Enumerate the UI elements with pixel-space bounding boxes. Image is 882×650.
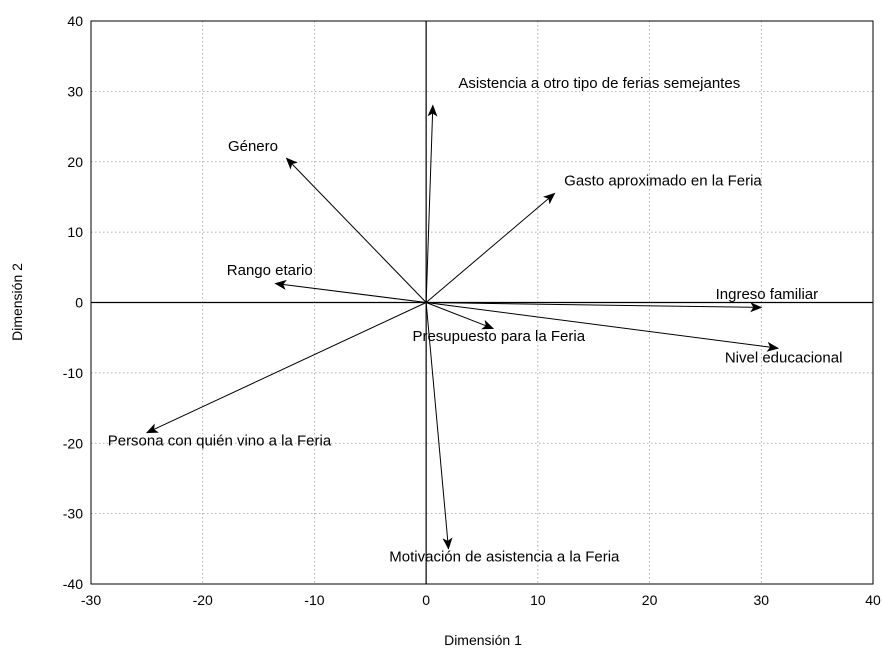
x-axis-title: Dimensión 1	[444, 632, 522, 648]
x-tick-label: 30	[753, 592, 769, 608]
x-tick-label: -10	[304, 592, 324, 608]
x-tick-label: 0	[422, 592, 430, 608]
y-tick-label: 30	[67, 83, 83, 99]
vector-arrow	[274, 279, 427, 303]
y-tick-label: -10	[63, 365, 83, 381]
vector-label: Persona con quién vino a la Feria	[108, 432, 332, 449]
y-tick-label: 10	[67, 224, 83, 240]
vector-arrow	[145, 302, 427, 434]
x-tick-label: 20	[642, 592, 658, 608]
y-tick-label: -40	[63, 576, 83, 592]
plot-frame	[90, 20, 874, 585]
x-tick-label: -30	[81, 592, 101, 608]
vectors: Asistencia a otro tipo de ferias semejan…	[108, 75, 843, 566]
x-tick-labels: -30 -20 -10 0 10 20 30 40	[81, 592, 881, 608]
vector-label: Asistencia a otro tipo de ferias semejan…	[458, 75, 740, 92]
vector-label: Presupuesto para la Feria	[412, 328, 585, 345]
vector-label: Gasto aproximado en la Feria	[564, 173, 762, 190]
vector-arrow	[425, 192, 556, 303]
y-tick-label: 0	[75, 295, 83, 311]
vector-label: Nivel educacional	[725, 349, 843, 366]
vector-arrow	[426, 302, 780, 352]
vector-arrow	[426, 302, 763, 313]
vector-arrow	[425, 104, 438, 303]
y-tick-label: 40	[67, 13, 83, 29]
y-tick-labels: -40 -30 -20 -10 0 10 20 30 40	[63, 13, 83, 592]
y-tick-label: 20	[67, 154, 83, 170]
y-axis-title: Dimensión 2	[9, 263, 25, 341]
vector-label: Motivación de asistencia a la Feria	[389, 548, 620, 565]
vector-label: Género	[228, 138, 278, 155]
x-tick-label: -20	[193, 592, 213, 608]
vector-label: Ingreso familiar	[716, 286, 819, 303]
vector-label: Rango etario	[227, 262, 313, 279]
y-tick-label: -20	[63, 435, 83, 451]
x-tick-label: 40	[865, 592, 881, 608]
y-tick-label: -30	[63, 506, 83, 522]
x-tick-label: 10	[530, 592, 546, 608]
vector-arrow	[285, 157, 427, 303]
vector-arrow	[425, 302, 495, 330]
vector-arrow	[425, 302, 453, 550]
